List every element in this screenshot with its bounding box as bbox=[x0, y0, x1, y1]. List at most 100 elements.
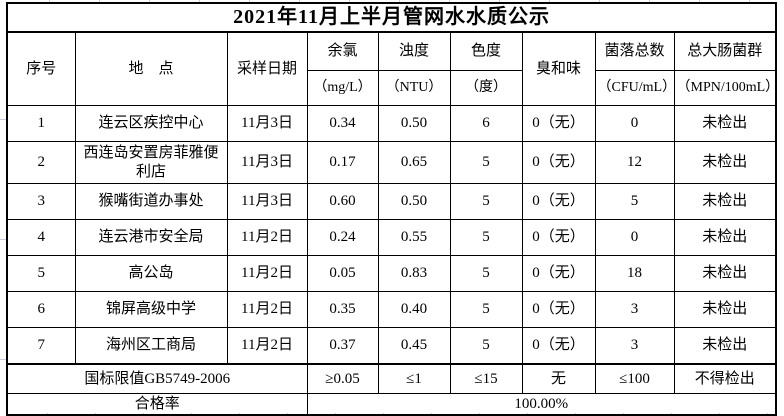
header-turbidity: 浊度 bbox=[377, 31, 451, 71]
header-coliform: 总大肠菌群 bbox=[673, 31, 777, 71]
cell-no: 4 bbox=[6, 219, 76, 256]
cell-color: 5 bbox=[449, 327, 523, 365]
excel-gridline-top bbox=[0, 0, 784, 3]
header-row-2: （mg/L） （NTU） （度） （CFU/mL） （MPN/100mL） bbox=[7, 70, 777, 106]
cell-no: 6 bbox=[6, 291, 76, 328]
standard-colony: ≤100 bbox=[594, 363, 675, 394]
cell-colony: 3 bbox=[594, 291, 675, 328]
cell-turbidity: 0.40 bbox=[377, 291, 451, 328]
page-title: 2021年11月上半月管网水水质公示 bbox=[6, 2, 777, 33]
cell-color: 6 bbox=[449, 105, 523, 142]
cell-location: 海州区工商局 bbox=[74, 327, 228, 365]
cell-colony: 5 bbox=[594, 183, 675, 220]
table-row: 3 猴嘴街道办事处 11月3日 0.60 0.50 5 0（无） 5 未检出 bbox=[6, 183, 777, 220]
header-turbidity-unit: （NTU） bbox=[377, 70, 451, 106]
standard-chlorine: ≥0.05 bbox=[306, 363, 379, 394]
cell-location: 猴嘴街道办事处 bbox=[74, 183, 228, 220]
water-quality-table: 2021年11月上半月管网水水质公示 序号 地 点 采样日期 余氯 浊度 色度 … bbox=[6, 2, 778, 416]
cell-odor: 0（无） bbox=[521, 183, 596, 220]
cell-date: 11月2日 bbox=[226, 219, 308, 256]
standard-coliform: 不得检出 bbox=[673, 363, 777, 394]
cell-color: 5 bbox=[449, 255, 523, 292]
cell-turbidity: 0.55 bbox=[377, 219, 451, 256]
cell-odor: 0（无） bbox=[521, 105, 596, 142]
standard-odor: 无 bbox=[521, 363, 596, 394]
cell-no: 5 bbox=[6, 255, 76, 292]
cell-no: 7 bbox=[6, 327, 76, 365]
table-row: 2 西连岛安置房菲雅便利店 11月3日 0.17 0.65 5 0（无） 12 … bbox=[6, 141, 777, 184]
cell-date: 11月2日 bbox=[226, 327, 308, 365]
header-odor: 臭和味 bbox=[521, 31, 596, 106]
cell-coliform: 未检出 bbox=[673, 105, 777, 142]
header-chlorine: 余氯 bbox=[306, 31, 379, 71]
header-colony: 菌落总数 bbox=[594, 31, 675, 71]
table-row: 6 锦屏高级中学 11月2日 0.35 0.40 5 0（无） 3 未检出 bbox=[6, 291, 777, 328]
cell-odor: 0（无） bbox=[521, 141, 596, 184]
cell-turbidity: 0.50 bbox=[377, 183, 451, 220]
standard-limit-row: 国标限值GB5749-2006 ≥0.05 ≤1 ≤15 无 ≤100 不得检出 bbox=[6, 363, 777, 394]
header-coliform-unit: （MPN/100mL） bbox=[673, 70, 777, 106]
cell-chlorine: 0.60 bbox=[306, 183, 379, 220]
cell-date: 11月2日 bbox=[226, 291, 308, 328]
table-row: 7 海州区工商局 11月2日 0.37 0.45 5 0（无） 3 未检出 bbox=[6, 327, 777, 365]
title-row: 2021年11月上半月管网水水质公示 bbox=[6, 2, 777, 33]
cell-chlorine: 0.37 bbox=[306, 327, 379, 365]
cell-coliform: 未检出 bbox=[673, 183, 777, 220]
cell-odor: 0（无） bbox=[521, 327, 596, 365]
pass-rate-label: 合格率 bbox=[6, 393, 308, 416]
header-color: 色度 bbox=[449, 31, 523, 71]
cell-location: 连云区疾控中心 bbox=[74, 105, 228, 142]
cell-turbidity: 0.83 bbox=[377, 255, 451, 292]
cell-turbidity: 0.65 bbox=[377, 141, 451, 184]
table-row: 4 连云港市安全局 11月2日 0.24 0.55 5 0（无） 0 未检出 bbox=[6, 219, 777, 256]
cell-no: 3 bbox=[6, 183, 76, 220]
excel-gridline-left bbox=[0, 0, 6, 416]
standard-turbidity: ≤1 bbox=[377, 363, 451, 394]
cell-location: 西连岛安置房菲雅便利店 bbox=[74, 141, 228, 184]
cell-odor: 0（无） bbox=[521, 219, 596, 256]
cell-colony: 0 bbox=[594, 219, 675, 256]
standard-label: 国标限值GB5749-2006 bbox=[6, 363, 308, 394]
cell-chlorine: 0.17 bbox=[306, 141, 379, 184]
table-row: 1 连云区疾控中心 11月3日 0.34 0.50 6 0（无） 0 未检出 bbox=[6, 105, 777, 142]
cell-location: 连云港市安全局 bbox=[74, 219, 228, 256]
cell-no: 2 bbox=[6, 141, 76, 184]
cell-no: 1 bbox=[6, 105, 76, 142]
cell-date: 11月3日 bbox=[226, 141, 308, 184]
cell-date: 11月3日 bbox=[226, 183, 308, 220]
cell-turbidity: 0.50 bbox=[377, 105, 451, 142]
cell-date: 11月3日 bbox=[226, 105, 308, 142]
cell-chlorine: 0.24 bbox=[306, 219, 379, 256]
cell-color: 5 bbox=[449, 141, 523, 184]
cell-location: 高公岛 bbox=[74, 255, 228, 292]
pass-rate-value: 100.00% bbox=[306, 393, 777, 416]
pass-rate-row: 合格率 100.00% bbox=[6, 393, 777, 416]
header-row-1: 序号 地 点 采样日期 余氯 浊度 色度 臭和味 菌落总数 总大肠菌群 bbox=[6, 31, 777, 106]
header-colony-unit: （CFU/mL） bbox=[594, 70, 675, 106]
header-chlorine-unit: （mg/L） bbox=[306, 70, 379, 106]
cell-color: 5 bbox=[449, 219, 523, 256]
cell-coliform: 未检出 bbox=[673, 219, 777, 256]
cell-color: 5 bbox=[449, 291, 523, 328]
cell-date: 11月2日 bbox=[226, 255, 308, 292]
cell-location: 锦屏高级中学 bbox=[74, 291, 228, 328]
cell-chlorine: 0.05 bbox=[306, 255, 379, 292]
cell-coliform: 未检出 bbox=[673, 141, 777, 184]
standard-color: ≤15 bbox=[449, 363, 523, 394]
header-date: 采样日期 bbox=[226, 31, 308, 106]
cell-chlorine: 0.35 bbox=[306, 291, 379, 328]
cell-odor: 0（无） bbox=[521, 255, 596, 292]
cell-turbidity: 0.45 bbox=[377, 327, 451, 365]
cell-coliform: 未检出 bbox=[673, 255, 777, 292]
cell-coliform: 未检出 bbox=[673, 291, 777, 328]
cell-colony: 0 bbox=[594, 105, 675, 142]
table-row: 5 高公岛 11月2日 0.05 0.83 5 0（无） 18 未检出 bbox=[6, 255, 777, 292]
cell-colony: 3 bbox=[594, 327, 675, 365]
header-color-unit: （度） bbox=[449, 70, 523, 106]
cell-chlorine: 0.34 bbox=[306, 105, 379, 142]
header-location: 地 点 bbox=[74, 31, 228, 106]
cell-color: 5 bbox=[449, 183, 523, 220]
cell-odor: 0（无） bbox=[521, 291, 596, 328]
header-no: 序号 bbox=[6, 31, 76, 106]
cell-colony: 12 bbox=[594, 141, 675, 184]
